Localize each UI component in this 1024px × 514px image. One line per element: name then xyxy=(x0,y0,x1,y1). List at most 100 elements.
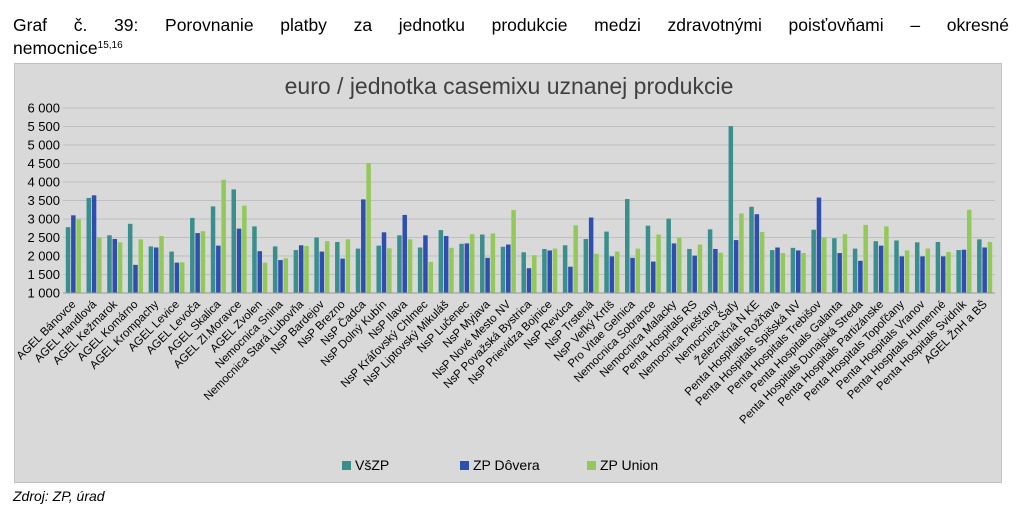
bar-union xyxy=(987,241,993,293)
bar-union xyxy=(656,234,661,293)
bar-union xyxy=(221,179,226,293)
bar-vszp xyxy=(604,231,609,293)
bar-dovera xyxy=(713,248,718,293)
bar-vszp xyxy=(790,247,796,293)
bar-dovera xyxy=(920,256,925,293)
bar-union xyxy=(532,255,537,293)
bar-vszp xyxy=(65,227,71,293)
bar-union xyxy=(759,231,765,293)
legend: VšZP ZP Dôvera ZP Union xyxy=(342,457,658,473)
bar-vszp xyxy=(459,243,464,293)
bar-union xyxy=(242,205,247,293)
bar-vszp xyxy=(687,248,692,293)
y-tick-label: 5 000 xyxy=(27,138,60,153)
chart-title: euro / jednotka casemixu uznanej produkc… xyxy=(285,73,734,99)
category-group xyxy=(914,242,931,293)
y-tick-label: 5 500 xyxy=(27,119,60,134)
category-group xyxy=(687,244,703,293)
chart-heading-continued: nemocnice15,16 xyxy=(13,37,123,59)
bar-dovera xyxy=(795,250,801,293)
footnote-reference: 15,16 xyxy=(97,40,123,51)
bar-union xyxy=(904,250,910,293)
category-group xyxy=(169,251,185,293)
chart-heading: Graf č. 39: Porovnanie platby za jednotk… xyxy=(13,15,1009,35)
bar-dovera xyxy=(71,215,76,293)
legend-swatch-dovera xyxy=(460,461,469,470)
bar-union xyxy=(614,251,620,293)
bar-union xyxy=(345,239,351,293)
chart-area: euro / jednotka casemixu uznanej produkc… xyxy=(14,63,1002,483)
bar-dovera xyxy=(153,247,159,293)
bar-vszp xyxy=(852,248,858,293)
bar-union xyxy=(552,248,558,293)
bar-union xyxy=(428,261,433,293)
category-group xyxy=(707,229,723,293)
category-group xyxy=(894,240,910,293)
source-note: Zdroj: ZP, úrad xyxy=(13,488,105,504)
bar-vszp xyxy=(935,241,941,293)
category-group xyxy=(314,237,330,293)
bar-dovera xyxy=(630,257,635,293)
chart-heading-line2: nemocnice xyxy=(13,38,98,58)
bar-vszp xyxy=(583,238,589,293)
category-group xyxy=(645,225,661,293)
bar-union xyxy=(97,237,102,293)
category-group xyxy=(272,246,289,293)
bar-union xyxy=(469,234,475,293)
category-group xyxy=(500,210,516,293)
bar-dovera xyxy=(236,228,242,293)
category-group xyxy=(355,163,371,293)
bar-vszp xyxy=(811,229,816,293)
bar-dovera xyxy=(961,249,967,293)
category-group xyxy=(293,245,309,293)
y-tick-label: 1 000 xyxy=(27,286,60,301)
bar-vszp xyxy=(749,206,754,293)
category-group xyxy=(190,217,206,293)
bar-vszp xyxy=(335,241,340,293)
legend-label-vszp: VšZP xyxy=(355,457,389,473)
bar-union xyxy=(117,242,123,293)
bar-vszp xyxy=(480,234,485,293)
bar-dovera xyxy=(485,257,490,293)
bar-union xyxy=(490,233,496,293)
bar-dovera xyxy=(423,235,428,293)
legend-label-union: ZP Union xyxy=(600,457,658,473)
bar-dovera xyxy=(298,245,304,293)
bar-union xyxy=(780,253,786,293)
bar-dovera xyxy=(526,268,532,293)
category-group xyxy=(832,234,848,293)
bar-dovera xyxy=(609,256,615,293)
bar-union xyxy=(179,262,185,293)
bar-chart: euro / jednotka casemixu uznanej produkc… xyxy=(15,73,995,473)
bar-dovera xyxy=(91,195,97,293)
category-group xyxy=(459,234,475,293)
bar-vszp xyxy=(832,238,837,293)
bar-dovera xyxy=(464,243,470,293)
category-group xyxy=(935,241,951,293)
category-group xyxy=(542,248,558,293)
bar-vszp xyxy=(769,250,775,293)
y-tick-label: 3 500 xyxy=(27,193,60,208)
bar-dovera xyxy=(858,260,863,293)
bar-union xyxy=(863,224,868,293)
bar-vszp xyxy=(707,229,713,293)
category-group xyxy=(956,209,972,293)
y-tick-label: 4 500 xyxy=(27,156,60,171)
bar-vszp xyxy=(355,248,361,293)
category-group xyxy=(749,206,765,293)
bar-union xyxy=(387,248,392,293)
y-tick-label: 1 500 xyxy=(27,267,60,282)
bar-vszp xyxy=(252,226,257,293)
bar-union xyxy=(594,253,599,293)
bar-dovera xyxy=(257,251,263,293)
category-group xyxy=(811,197,827,293)
legend-label-dovera: ZP Dôvera xyxy=(473,457,540,473)
y-tick-label: 6 000 xyxy=(27,101,60,116)
bar-vszp xyxy=(728,126,734,293)
bar-dovera xyxy=(361,199,366,293)
category-group xyxy=(148,236,164,293)
bar-dovera xyxy=(547,250,552,293)
category-group xyxy=(397,214,413,293)
bar-union xyxy=(925,248,931,293)
bar-union xyxy=(697,244,703,293)
